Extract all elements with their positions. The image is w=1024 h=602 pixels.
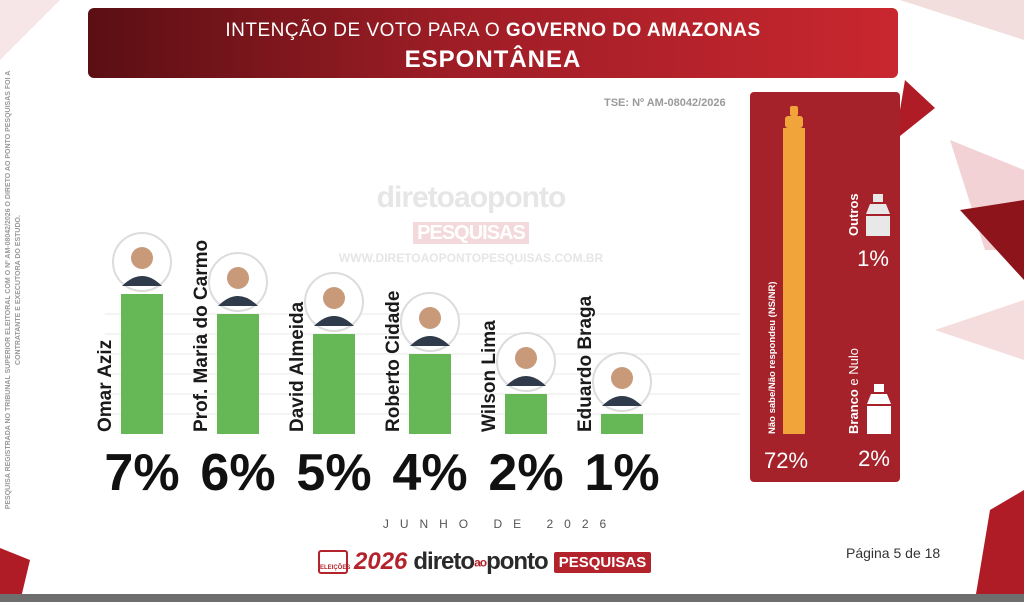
outros-icon-body (866, 216, 890, 236)
branco-value: 2% (858, 446, 890, 471)
candidate-name: Omar Aziz (95, 340, 116, 432)
title-bold: GOVERNO DO AMAZONAS (505, 20, 761, 41)
outros-label: Outros (846, 193, 861, 236)
candidate-avatar (304, 272, 364, 332)
watermark-url: WWW.DIRETOAOPONTOPESQUISAS.COM.BR (338, 251, 604, 266)
value-label: 5% (296, 444, 371, 502)
branco-label: Branco e Nulo (846, 348, 861, 434)
elections-label: ELEIÇÕES (320, 565, 351, 571)
bar (217, 314, 259, 434)
election-year: 2026 (354, 548, 408, 575)
nsnr-bar (783, 128, 805, 434)
value-label: 1% (584, 444, 659, 502)
brand-part-b: ao (474, 555, 487, 570)
candidate-avatar (400, 292, 460, 352)
candidate-avatar (496, 332, 556, 392)
page-number: Página 5 de 18 (846, 545, 941, 561)
title-prefix: INTENÇÃO DE VOTO PARA O (225, 20, 501, 41)
bar (409, 354, 451, 434)
brand-part-a: direto (413, 548, 475, 575)
candidate-avatar (112, 232, 172, 292)
bar (121, 294, 163, 434)
survey-month: JUNHO DE 2026 (382, 517, 618, 531)
candidate-avatar (592, 352, 652, 412)
watermark: diretoaoponto PESQUISAS WWW.DIRETOAOPONT… (316, 180, 626, 265)
nsnr-cap (785, 116, 803, 128)
branco-icon-top (874, 384, 884, 392)
footer-logo: ELEIÇÕES 2026 diretoaoponto PESQUISAS (318, 545, 652, 579)
candidate-name: Prof. Maria do Carmo (191, 240, 212, 432)
bar (313, 334, 355, 434)
bar (601, 414, 643, 434)
value-label: 4% (392, 444, 467, 502)
title-line: INTENÇÃO DE VOTO PARA O GOVERNO DO AMAZO… (88, 20, 898, 42)
candidate-name: Wilson Lima (479, 320, 500, 432)
watermark-tag: PESQUISAS (413, 221, 529, 244)
nsnr-label: Não sabe/Não respondeu (NS/NR) (767, 281, 778, 434)
brand-name: diretoaoponto (413, 548, 549, 576)
candidate-name: Eduardo Braga (575, 295, 596, 432)
candidate-name: Roberto Cidade (383, 291, 404, 432)
branco-icon-mid (867, 394, 891, 404)
brand-part-c: ponto (486, 548, 549, 575)
title-banner: INTENÇÃO DE VOTO PARA O GOVERNO DO AMAZO… (88, 8, 898, 78)
subtitle: ESPONTÂNEA (404, 46, 582, 73)
bottom-bar (0, 594, 1024, 602)
outros-icon-mid (866, 204, 890, 214)
value-label: 7% (104, 444, 179, 502)
outros-value: 1% (857, 246, 889, 271)
nsnr-cap-top (790, 106, 798, 116)
value-label: 6% (200, 444, 275, 502)
branco-icon-body (867, 406, 891, 434)
candidate-name: David Almeida (287, 301, 308, 432)
candidate-avatar (208, 252, 268, 312)
nsnr-value: 72% (764, 448, 808, 473)
tse-code: TSE: Nº AM-08042/2026 (604, 97, 726, 109)
outros-icon-top (873, 194, 883, 202)
value-label: 2% (488, 444, 563, 502)
watermark-brand: diretoaoponto (376, 181, 567, 215)
ballot-box-icon: ELEIÇÕES (318, 550, 351, 574)
bar (505, 394, 547, 434)
brand-tag: PESQUISAS (553, 551, 652, 573)
